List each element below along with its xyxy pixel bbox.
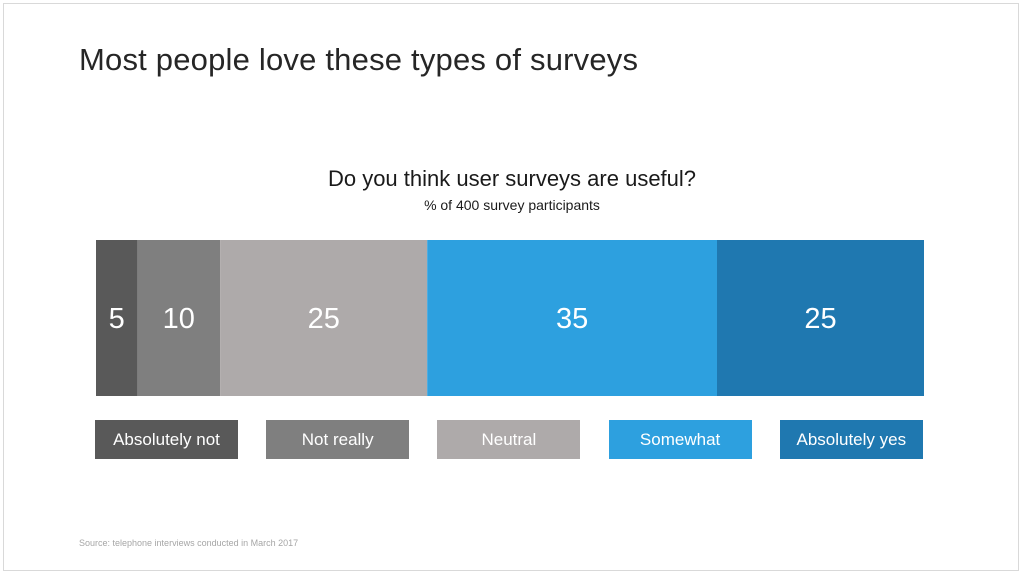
legend-item-somewhat: Somewhat	[608, 420, 752, 459]
page-title: Most people love these types of surveys	[79, 42, 639, 77]
source-note: Source: telephone interviews conducted i…	[79, 538, 299, 548]
legend-item-absolutely-yes: Absolutely yes	[779, 420, 923, 459]
bar-segment-not-really	[137, 240, 221, 396]
data-label: 25	[804, 303, 836, 335]
bar-segment-absolutely-yes	[717, 240, 924, 396]
data-label: 35	[556, 303, 588, 335]
data-label: 10	[163, 303, 195, 335]
data-label: 5	[109, 303, 125, 335]
legend-item-not-really: Not really	[266, 420, 410, 459]
legend-item-neutral: Neutral	[437, 420, 581, 459]
chart-subtitle: % of 400 survey participants	[424, 197, 600, 213]
bar-segment-somewhat	[427, 240, 717, 396]
bar-segment-absolutely-not	[96, 240, 138, 396]
chart-title: Do you think user surveys are useful?	[327, 166, 697, 191]
bar-segment-neutral	[220, 240, 428, 396]
legend-item-absolutely-not: Absolutely not	[95, 420, 238, 459]
data-label: 25	[308, 303, 340, 335]
